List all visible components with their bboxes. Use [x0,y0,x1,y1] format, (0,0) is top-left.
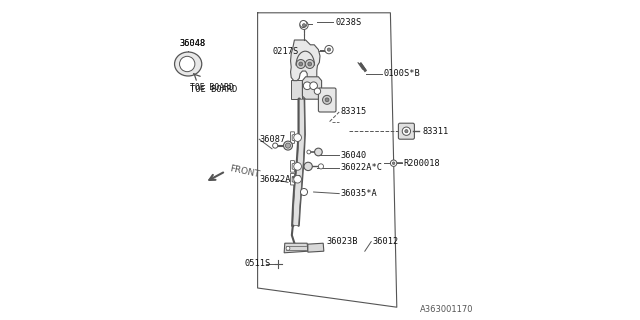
Ellipse shape [179,56,195,72]
Text: R200018: R200018 [403,159,440,168]
FancyBboxPatch shape [398,123,415,139]
Circle shape [285,143,291,148]
Polygon shape [291,40,320,81]
Circle shape [404,130,408,133]
Circle shape [301,188,307,196]
Text: 36040: 36040 [340,151,367,160]
Text: A363001170: A363001170 [420,305,474,314]
Text: 36048: 36048 [179,39,205,48]
Text: FRONT: FRONT [229,164,260,180]
Text: 0217S: 0217S [273,47,300,56]
Text: 36022A*C: 36022A*C [340,164,383,172]
Circle shape [296,60,305,68]
Circle shape [402,127,411,135]
Circle shape [294,134,301,141]
Circle shape [315,148,322,156]
Circle shape [325,45,333,54]
Circle shape [319,164,324,169]
Text: 36048: 36048 [179,39,205,48]
Circle shape [328,48,331,51]
Text: TOE BOARD: TOE BOARD [191,85,237,94]
Polygon shape [308,243,324,252]
Circle shape [302,24,306,27]
Text: 83311: 83311 [422,127,449,136]
Circle shape [286,246,290,250]
Polygon shape [291,80,302,99]
Circle shape [314,88,321,94]
Circle shape [303,82,311,90]
Circle shape [300,21,308,29]
Text: 0511S: 0511S [245,260,271,268]
Circle shape [299,62,303,66]
Circle shape [390,160,397,166]
Text: 36012: 36012 [372,237,399,246]
Text: 36035*A: 36035*A [340,189,378,198]
Polygon shape [291,161,294,172]
Circle shape [284,141,292,150]
Circle shape [304,162,312,171]
Text: 83315: 83315 [340,108,367,116]
Polygon shape [291,173,294,185]
Polygon shape [302,77,322,99]
Circle shape [308,62,312,66]
Circle shape [294,163,301,170]
Ellipse shape [175,52,202,76]
Circle shape [294,175,301,183]
Text: 36022A*C: 36022A*C [259,175,301,184]
Polygon shape [284,243,308,253]
Text: 36087: 36087 [259,135,285,144]
Circle shape [310,82,317,90]
Circle shape [325,98,329,102]
Circle shape [305,60,314,68]
Polygon shape [292,99,305,226]
Text: 0100S*B: 0100S*B [384,69,420,78]
Text: 0238S: 0238S [335,18,362,27]
Polygon shape [291,132,294,143]
Circle shape [307,150,311,154]
Circle shape [392,162,395,164]
FancyBboxPatch shape [319,88,336,112]
Circle shape [273,143,278,148]
Text: 36023B: 36023B [326,237,358,246]
Text: TOE BOARD: TOE BOARD [191,83,234,92]
Circle shape [323,95,332,104]
Circle shape [300,20,307,28]
